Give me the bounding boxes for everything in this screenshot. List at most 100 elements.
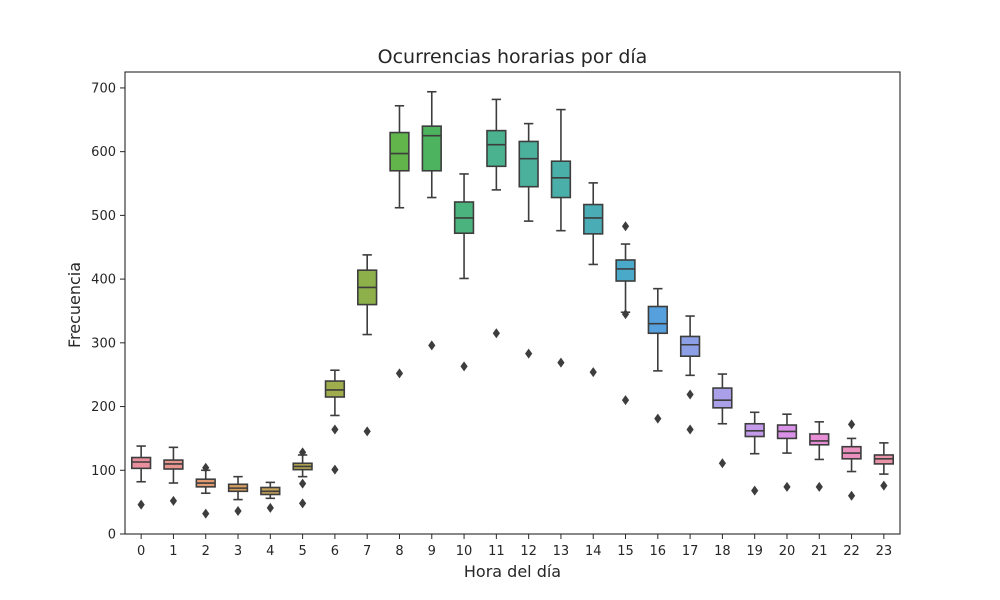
x-tick-label: 3: [234, 544, 242, 559]
x-tick-label: 21: [811, 544, 828, 559]
x-tick-label: 12: [520, 544, 537, 559]
y-tick-label: 200: [91, 400, 116, 415]
outlier-point: [557, 357, 565, 368]
x-tick-label: 16: [650, 544, 667, 559]
outlier-point: [686, 424, 694, 435]
outlier-point: [266, 502, 274, 513]
outlier-point: [621, 221, 630, 232]
outlier-point: [847, 419, 856, 430]
x-tick-label: 6: [331, 544, 339, 559]
outlier-point: [460, 361, 468, 372]
box-iqr: [809, 433, 830, 446]
x-tick-label: 8: [395, 544, 403, 559]
outlier-point: [686, 389, 694, 400]
box-iqr: [130, 456, 152, 470]
outlier-point: [589, 367, 597, 378]
box-hour-16: [647, 287, 668, 424]
box-hour-10: [453, 173, 475, 372]
chart-title: Ocurrencias horarias por día: [378, 46, 648, 68]
plot-frame: [124, 71, 901, 535]
x-tick-label: 20: [779, 544, 796, 559]
x-tick-label: 19: [746, 544, 763, 559]
box-hour-19: [744, 411, 765, 496]
y-tick-label: 700: [91, 81, 116, 96]
box-hour-20: [776, 413, 798, 492]
outlier-point: [299, 447, 307, 458]
outlier-point: [815, 481, 823, 492]
box-iqr: [421, 125, 442, 172]
box-iqr: [550, 160, 572, 199]
box-hour-22: [841, 419, 862, 501]
box-hour-3: [227, 475, 249, 517]
outlier-point: [169, 495, 178, 506]
outlier-point: [621, 309, 630, 320]
box-hour-15: [615, 221, 636, 406]
box-hour-6: [324, 369, 346, 475]
box-hour-2: [195, 462, 216, 519]
box-iqr: [615, 259, 636, 282]
box-hour-5: [292, 447, 313, 509]
outlier-point: [880, 480, 888, 491]
box-iqr: [518, 140, 539, 188]
x-tick-label: 1: [169, 544, 177, 559]
box-iqr: [712, 387, 733, 409]
box-iqr: [389, 131, 410, 172]
outlier-point: [751, 485, 759, 496]
x-tick-label: 14: [585, 544, 602, 559]
outlier-point: [718, 458, 726, 469]
outlier-point: [299, 478, 307, 489]
y-tick-label: 0: [108, 528, 116, 543]
outlier-point: [331, 464, 339, 475]
y-tick-label: 400: [91, 273, 116, 288]
x-tick-label: 22: [843, 544, 860, 559]
outlier-point: [202, 508, 210, 519]
box-iqr: [583, 203, 604, 235]
outlier-point: [234, 506, 242, 517]
outlier-point: [428, 340, 436, 351]
x-tick-label: 18: [714, 544, 731, 559]
x-tick-label: 2: [202, 544, 210, 559]
x-tick-label: 17: [682, 544, 699, 559]
y-tick-label: 500: [91, 209, 116, 224]
y-tick-label: 600: [91, 145, 116, 160]
box-iqr: [324, 380, 346, 398]
outlier-point: [395, 368, 404, 379]
outlier-point: [654, 413, 662, 424]
x-tick-label: 10: [456, 544, 473, 559]
x-tick-label: 11: [488, 544, 505, 559]
x-axis-label: Hora del día: [464, 562, 561, 581]
y-axis-label: Frecuencia: [65, 262, 84, 348]
box-hour-14: [583, 182, 604, 378]
box-hour-7: [357, 254, 378, 437]
outlier-point: [137, 499, 145, 510]
y-tick-label: 100: [91, 464, 116, 479]
x-tick-label: 9: [428, 544, 436, 559]
box-hour-1: [163, 446, 184, 506]
box-hour-4: [260, 481, 281, 513]
box-hour-21: [809, 421, 830, 492]
box-hour-8: [389, 104, 410, 379]
box-hour-18: [712, 373, 733, 469]
box-hour-11: [486, 98, 507, 339]
box-iqr: [647, 305, 668, 335]
x-tick-label: 5: [298, 544, 306, 559]
box-hour-9: [421, 90, 442, 351]
x-tick-label: 15: [617, 544, 634, 559]
x-tick-label: 13: [553, 544, 570, 559]
outlier-point: [492, 328, 500, 339]
box-hour-17: [679, 315, 701, 435]
box-iqr: [486, 129, 507, 168]
outlier-point: [363, 426, 371, 437]
y-tick-label: 300: [91, 336, 116, 351]
outlier-point: [783, 481, 791, 492]
box-iqr: [679, 335, 701, 358]
outlier-point: [331, 424, 339, 435]
x-tick-label: 0: [137, 544, 145, 559]
box-hour-23: [873, 442, 895, 491]
outlier-point: [847, 490, 856, 501]
outlier-point: [525, 348, 533, 359]
box-hour-0: [130, 445, 152, 510]
